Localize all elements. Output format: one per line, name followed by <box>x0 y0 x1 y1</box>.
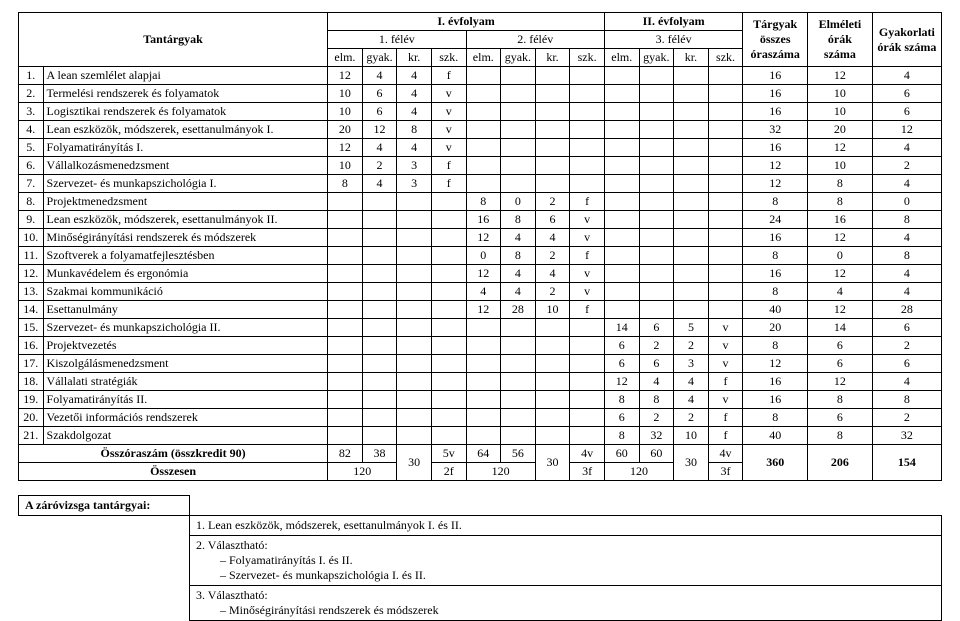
table-row: 13.Szakmai kommunikáció442v844 <box>19 283 942 301</box>
table-head: Tantárgyak I. évfolyam II. évfolyam Tárg… <box>19 13 942 67</box>
table-row: 18.Vállalati stratégiák1244f16124 <box>19 373 942 391</box>
col-year2: II. évfolyam <box>604 13 742 31</box>
exam-row1: 1. Lean eszközök, módszerek, esettanulmá… <box>190 516 942 536</box>
sum-label1: Összóraszám (összkredit 90) <box>19 445 328 463</box>
col-subjects: Tantárgyak <box>19 13 328 67</box>
table-row: 9.Lean eszközök, módszerek, esettanulmán… <box>19 211 942 229</box>
table-row: 19.Folyamatirányítás II.884v1688 <box>19 391 942 409</box>
table-row: 4.Lean eszközök, módszerek, esettanulmán… <box>19 121 942 139</box>
table-row: 2.Termelési rendszerek és folyamatok1064… <box>19 85 942 103</box>
table-row: 17.Kiszolgálásmenedzsment663v1266 <box>19 355 942 373</box>
exam-row3: 3. Választható: – Minőségirányítási rend… <box>190 586 942 621</box>
col-total: Tárgyak összes óraszáma <box>743 13 808 67</box>
exam-table: A záróvizsga tantárgyai: 1. Lean eszközö… <box>18 495 942 621</box>
col-year1: I. évfolyam <box>328 13 605 31</box>
table-summary: Összóraszám (összkredit 90) 8238 30 5v 6… <box>19 445 942 481</box>
table-row: 6.Vállalkozásmenedzsment1023f12102 <box>19 157 942 175</box>
table-row: 20.Vezetői információs rendszerek622f862 <box>19 409 942 427</box>
exam-row2: 2. Választható: – Folyamatirányítás I. é… <box>190 536 942 586</box>
sum-label2: Összesen <box>19 463 328 481</box>
curriculum-table: Tantárgyak I. évfolyam II. évfolyam Tárg… <box>18 12 942 481</box>
table-body: 1.A lean szemlélet alapjai1244f161242.Te… <box>19 67 942 445</box>
col-sem1: 1. félév <box>328 31 466 49</box>
table-row: 3.Logisztikai rendszerek és folyamatok10… <box>19 103 942 121</box>
col-sem2: 2. félév <box>466 31 604 49</box>
col-sem3: 3. félév <box>604 31 742 49</box>
table-row: 5.Folyamatirányítás I.1244v16124 <box>19 139 942 157</box>
table-row: 10.Minőségirányítási rendszerek és módsz… <box>19 229 942 247</box>
table-row: 12.Munkavédelem és ergonómia1244v16124 <box>19 265 942 283</box>
exam-title: A záróvizsga tantárgyai: <box>19 496 190 516</box>
table-row: 8.Projektmenedzsment802f880 <box>19 193 942 211</box>
table-row: 21.Szakdolgozat83210f40832 <box>19 427 942 445</box>
table-row: 15.Szervezet- és munkapszichológia II.14… <box>19 319 942 337</box>
table-row: 7.Szervezet- és munkapszichológia I.843f… <box>19 175 942 193</box>
table-row: 1.A lean szemlélet alapjai1244f16124 <box>19 67 942 85</box>
col-theo: Elméleti órák száma <box>808 13 873 67</box>
table-row: 11.Szoftverek a folyamatfejlesztésben082… <box>19 247 942 265</box>
col-prac: Gyakorlati órák száma <box>872 13 941 67</box>
table-row: 14.Esettanulmány122810f401228 <box>19 301 942 319</box>
table-row: 16.Projektvezetés622v862 <box>19 337 942 355</box>
